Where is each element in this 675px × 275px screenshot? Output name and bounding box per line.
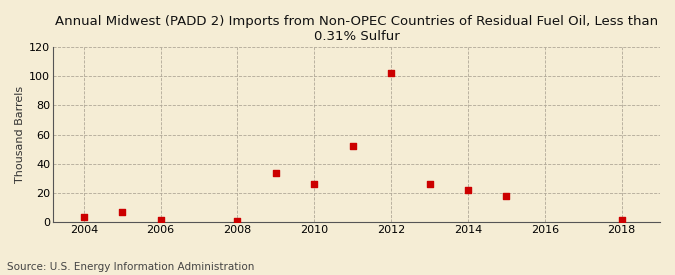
Point [232, 219, 243, 223]
Title: Annual Midwest (PADD 2) Imports from Non-OPEC Countries of Residual Fuel Oil, Le: Annual Midwest (PADD 2) Imports from Non… [55, 15, 658, 43]
Point [117, 210, 128, 214]
Point [462, 188, 473, 192]
Point [348, 144, 358, 148]
Point [616, 217, 627, 222]
Y-axis label: Thousand Barrels: Thousand Barrels [15, 86, 25, 183]
Point [309, 182, 320, 187]
Point [155, 217, 166, 222]
Point [424, 182, 435, 187]
Point [385, 71, 396, 75]
Text: Source: U.S. Energy Information Administration: Source: U.S. Energy Information Administ… [7, 262, 254, 272]
Point [271, 170, 281, 175]
Point [78, 214, 89, 219]
Point [501, 194, 512, 198]
